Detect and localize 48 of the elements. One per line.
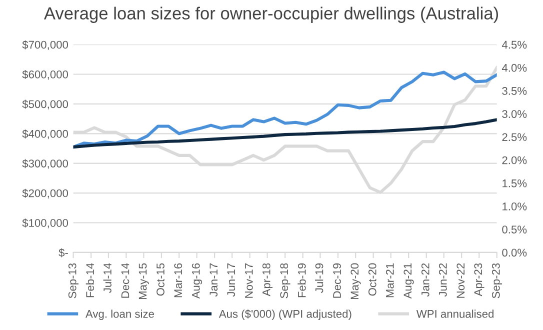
y-tick-label: $100,000 bbox=[22, 218, 68, 228]
y2-tick-label: 2.5% bbox=[502, 133, 527, 142]
x-tick-label: Jul-19 bbox=[315, 263, 324, 293]
y-tick-label: $700,000 bbox=[22, 40, 68, 50]
x-tick-label: Apr-18 bbox=[262, 263, 273, 296]
x-tick-label: Feb-14 bbox=[86, 263, 94, 298]
legend-label: Aus ($'000) (WPI adjusted) bbox=[218, 309, 352, 320]
x-tick-label: Jul-14 bbox=[103, 263, 112, 293]
line-series bbox=[73, 118, 497, 149]
y2-tick-label: 0.5% bbox=[502, 226, 527, 234]
y2-tick-label: 2.0% bbox=[502, 156, 527, 164]
y2-tick-label: 3.0% bbox=[502, 110, 527, 118]
legend-label: WPI annualised bbox=[416, 310, 494, 318]
y2-tick-label: 4.0% bbox=[502, 64, 527, 72]
y2-tick-label: 0.0% bbox=[502, 248, 527, 257]
x-tick-label: Jan-22 bbox=[421, 263, 430, 297]
x-tick-label: Sep-13 bbox=[68, 263, 78, 298]
legend-label: Avg. loan size bbox=[86, 310, 154, 320]
y2-tick-label: 3.5% bbox=[502, 87, 527, 95]
x-tick-label: Mar-16 bbox=[174, 263, 182, 298]
y-tick-label: $- bbox=[58, 248, 68, 258]
y-tick-label: $400,000 bbox=[22, 129, 68, 140]
y-tick-label: $300,000 bbox=[22, 159, 68, 169]
x-tick-label: May-20 bbox=[350, 263, 361, 299]
x-tick-label: Apr-23 bbox=[474, 263, 484, 296]
y2-tick-label: 1.5% bbox=[502, 179, 527, 188]
x-tick-label: Aug-21 bbox=[404, 263, 414, 299]
chart-title: Average loan sizes for owner-occupier dwellings (Australia) bbox=[44, 6, 498, 23]
x-tick-label: Jan-17 bbox=[210, 263, 218, 297]
y-tick-label: $600,000 bbox=[22, 70, 68, 80]
y-tick-label: $200,000 bbox=[22, 188, 68, 198]
x-tick-label: Nov-22 bbox=[456, 263, 465, 298]
x-tick-label: Oct-20 bbox=[368, 263, 376, 296]
x-tick-label: Oct-15 bbox=[156, 263, 164, 296]
x-tick-label: Dec-14 bbox=[121, 263, 130, 298]
y2-tick-label: 1.0% bbox=[502, 202, 527, 210]
x-tick-label: Mar-21 bbox=[386, 263, 394, 298]
x-tick-label: Jun-17 bbox=[227, 263, 236, 297]
y-tick-label: $500,000 bbox=[22, 100, 68, 110]
x-tick-label: Jun-22 bbox=[438, 263, 447, 297]
x-tick-label: Nov-17 bbox=[245, 263, 253, 298]
x-tick-label: May-15 bbox=[138, 263, 149, 299]
x-tick-label: Dec-19 bbox=[333, 263, 341, 298]
y2-tick-label: 4.5% bbox=[502, 40, 527, 49]
x-tick-label: Feb-19 bbox=[298, 263, 306, 298]
x-tick-label: Sep-23 bbox=[492, 263, 502, 298]
x-tick-label: Sep-18 bbox=[280, 263, 290, 298]
x-tick-label: Aug-16 bbox=[192, 263, 202, 299]
